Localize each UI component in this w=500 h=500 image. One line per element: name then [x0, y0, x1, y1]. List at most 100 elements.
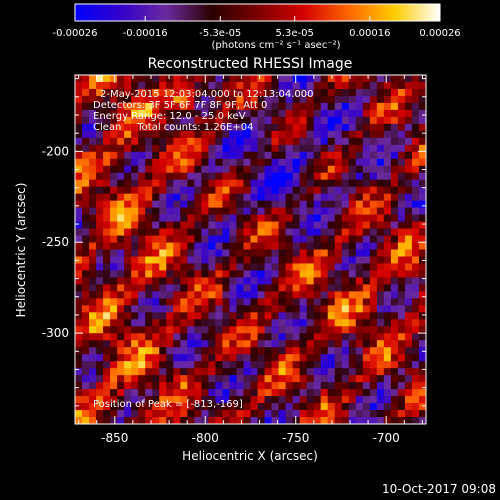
- image-pixel: [138, 81, 146, 90]
- image-pixel: [124, 109, 132, 118]
- image-pixel: [124, 144, 132, 153]
- image-pixel: [327, 361, 336, 369]
- image-pixel: [341, 172, 350, 181]
- image-pixel: [369, 389, 378, 397]
- image-pixel: [327, 130, 336, 139]
- image-pixel: [362, 228, 371, 236]
- image-pixel: [285, 88, 294, 97]
- image-pixel: [376, 109, 385, 118]
- image-pixel: [131, 270, 139, 278]
- image-pixel: [285, 382, 294, 390]
- image-pixel: [236, 109, 244, 118]
- image-pixel: [264, 291, 272, 299]
- image-pixel: [110, 81, 118, 90]
- image-pixel: [306, 151, 315, 160]
- image-pixel: [103, 305, 111, 313]
- image-pixel: [173, 75, 181, 83]
- image-pixel: [152, 277, 160, 285]
- image-pixel: [82, 249, 90, 257]
- image-pixel: [145, 186, 153, 195]
- image-pixel: [159, 102, 167, 111]
- image-pixel: [250, 75, 258, 83]
- image-pixel: [152, 319, 160, 327]
- image-pixel: [348, 75, 357, 83]
- image-pixel: [355, 179, 364, 188]
- image-pixel: [110, 158, 118, 167]
- image-pixel: [292, 417, 301, 425]
- image-pixel: [306, 417, 315, 425]
- image-pixel: [418, 305, 427, 313]
- image-pixel: [89, 249, 97, 257]
- image-pixel: [187, 130, 195, 139]
- image-pixel: [348, 193, 357, 202]
- image-pixel: [194, 123, 202, 132]
- image-pixel: [299, 375, 308, 383]
- image-pixel: [215, 270, 223, 278]
- image-pixel: [390, 263, 399, 271]
- image-pixel: [250, 284, 258, 292]
- image-pixel: [117, 242, 125, 250]
- image-pixel: [208, 270, 216, 278]
- image-pixel: [376, 326, 385, 334]
- image-pixel: [355, 347, 364, 355]
- image-pixel: [320, 95, 329, 104]
- image-pixel: [278, 109, 286, 118]
- image-pixel: [271, 326, 279, 334]
- image-pixel: [320, 235, 329, 243]
- image-pixel: [292, 361, 301, 369]
- image-pixel: [159, 214, 167, 222]
- image-pixel: [208, 193, 216, 202]
- image-pixel: [292, 305, 301, 313]
- image-pixel: [411, 214, 420, 222]
- image-pixel: [103, 312, 111, 320]
- image-pixel: [131, 291, 139, 299]
- image-pixel: [250, 403, 258, 411]
- image-pixel: [390, 312, 399, 320]
- image-pixel: [145, 81, 153, 90]
- image-pixel: [152, 249, 160, 257]
- image-pixel: [222, 382, 230, 390]
- image-pixel: [264, 116, 272, 125]
- image-pixel: [404, 389, 413, 397]
- image-pixel: [152, 326, 160, 334]
- image-pixel: [362, 326, 371, 334]
- image-pixel: [411, 123, 420, 132]
- image-pixel: [187, 158, 195, 167]
- image-pixel: [376, 123, 385, 132]
- image-pixel: [236, 417, 244, 425]
- image-pixel: [166, 200, 174, 209]
- image-pixel: [327, 298, 336, 306]
- image-pixel: [89, 95, 97, 104]
- image-pixel: [362, 81, 371, 90]
- image-pixel: [313, 417, 322, 425]
- image-pixel: [138, 172, 146, 181]
- image-pixel: [187, 417, 195, 425]
- image-pixel: [278, 144, 286, 153]
- image-pixel: [264, 382, 272, 390]
- image-pixel: [208, 291, 216, 299]
- image-pixel: [404, 123, 413, 132]
- image-pixel: [397, 81, 406, 90]
- image-pixel: [369, 123, 378, 132]
- image-pixel: [397, 305, 406, 313]
- image-pixel: [159, 333, 167, 341]
- image-pixel: [250, 88, 258, 97]
- image-pixel: [173, 410, 181, 418]
- image-pixel: [173, 116, 181, 125]
- image-pixel: [411, 410, 420, 418]
- image-pixel: [313, 130, 322, 139]
- image-pixel: [89, 235, 97, 243]
- image-pixel: [131, 172, 139, 181]
- image-pixel: [390, 158, 399, 167]
- image-pixel: [278, 326, 286, 334]
- image-pixel: [152, 291, 160, 299]
- image-pixel: [96, 368, 104, 376]
- image-pixel: [75, 403, 83, 411]
- image-pixel: [334, 263, 343, 271]
- image-pixel: [173, 235, 181, 243]
- image-pixel: [397, 95, 406, 104]
- image-pixel: [418, 158, 427, 167]
- image-pixel: [278, 165, 286, 174]
- image-pixel: [180, 368, 188, 376]
- image-pixel: [278, 137, 286, 146]
